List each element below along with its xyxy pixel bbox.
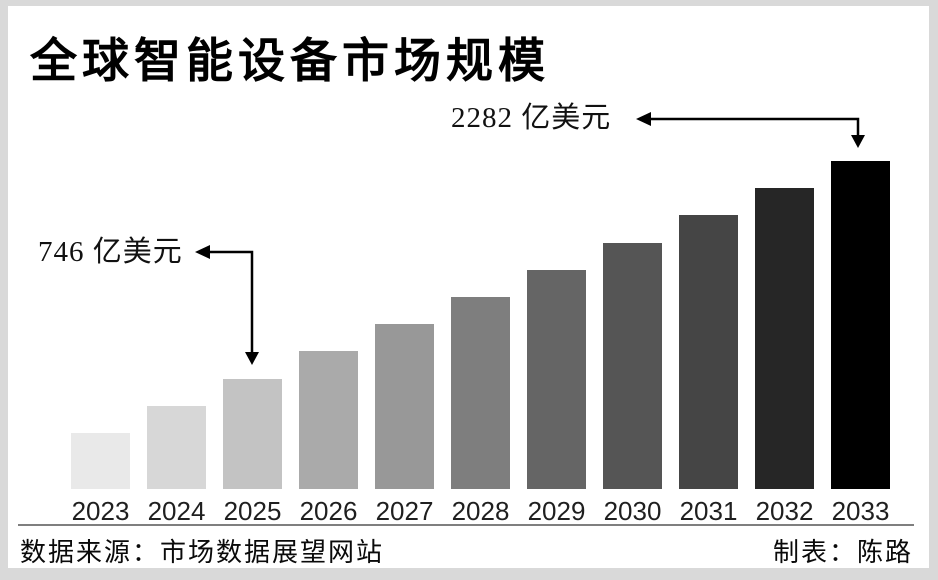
x-tick-label-2027: 2027 xyxy=(375,496,434,526)
annotation-max-value: 2282 亿美元 xyxy=(451,102,612,134)
bar-cell-2032: 2032 xyxy=(755,188,814,526)
bar-2027 xyxy=(375,324,434,489)
bar-2030 xyxy=(603,243,662,489)
x-tick-label-2026: 2026 xyxy=(299,496,358,526)
x-tick-label-2029: 2029 xyxy=(527,496,586,526)
bar-cell-2027: 2027 xyxy=(375,324,434,526)
x-tick-label-2030: 2030 xyxy=(603,496,662,526)
bar-2023 xyxy=(71,433,130,489)
bar-cell-2026: 2026 xyxy=(299,351,358,526)
x-tick-label-2032: 2032 xyxy=(755,496,814,526)
bar-2025 xyxy=(223,379,282,489)
bar-2028 xyxy=(451,297,510,489)
chart-title: 全球智能设备市场规模 xyxy=(30,36,550,88)
bar-2033 xyxy=(831,161,890,489)
bar-cell-2024: 2024 xyxy=(147,406,206,526)
infographic-page: 全球智能设备市场规模 2282 亿美元 746 亿美元 2023 2024 2025… xyxy=(8,6,929,568)
credit-text: 制表：陈路 xyxy=(772,538,913,567)
bar-2029 xyxy=(527,270,586,489)
data-source-text: 数据来源：市场数据展望网站 xyxy=(20,538,385,567)
bar-2026 xyxy=(299,351,358,489)
x-tick-label-2028: 2028 xyxy=(451,496,510,526)
footer-divider xyxy=(18,524,914,526)
bar-2032 xyxy=(755,188,814,489)
bar-cell-2030: 2030 xyxy=(603,243,662,526)
x-tick-label-2033: 2033 xyxy=(831,496,890,526)
annotation-mid-value: 746 亿美元 xyxy=(38,236,183,268)
x-tick-label-2031: 2031 xyxy=(679,496,738,526)
bar-cell-2028: 2028 xyxy=(451,297,510,526)
x-tick-label-2024: 2024 xyxy=(147,496,206,526)
bar-cell-2025: 2025 xyxy=(223,379,282,526)
x-tick-label-2023: 2023 xyxy=(71,496,130,526)
bar-cell-2033: 2033 xyxy=(831,161,890,526)
bar-cell-2031: 2031 xyxy=(679,215,738,526)
bar-cell-2029: 2029 xyxy=(527,270,586,526)
bar-2031 xyxy=(679,215,738,489)
bar-chart: 2023 2024 2025 2026 2027 2028 2029 2030 2031 2032… xyxy=(71,155,890,526)
bar-2024 xyxy=(147,406,206,489)
annotation-arrow-max xyxy=(636,112,865,148)
x-tick-label-2025: 2025 xyxy=(223,496,282,526)
bar-cell-2023: 2023 xyxy=(71,433,130,526)
